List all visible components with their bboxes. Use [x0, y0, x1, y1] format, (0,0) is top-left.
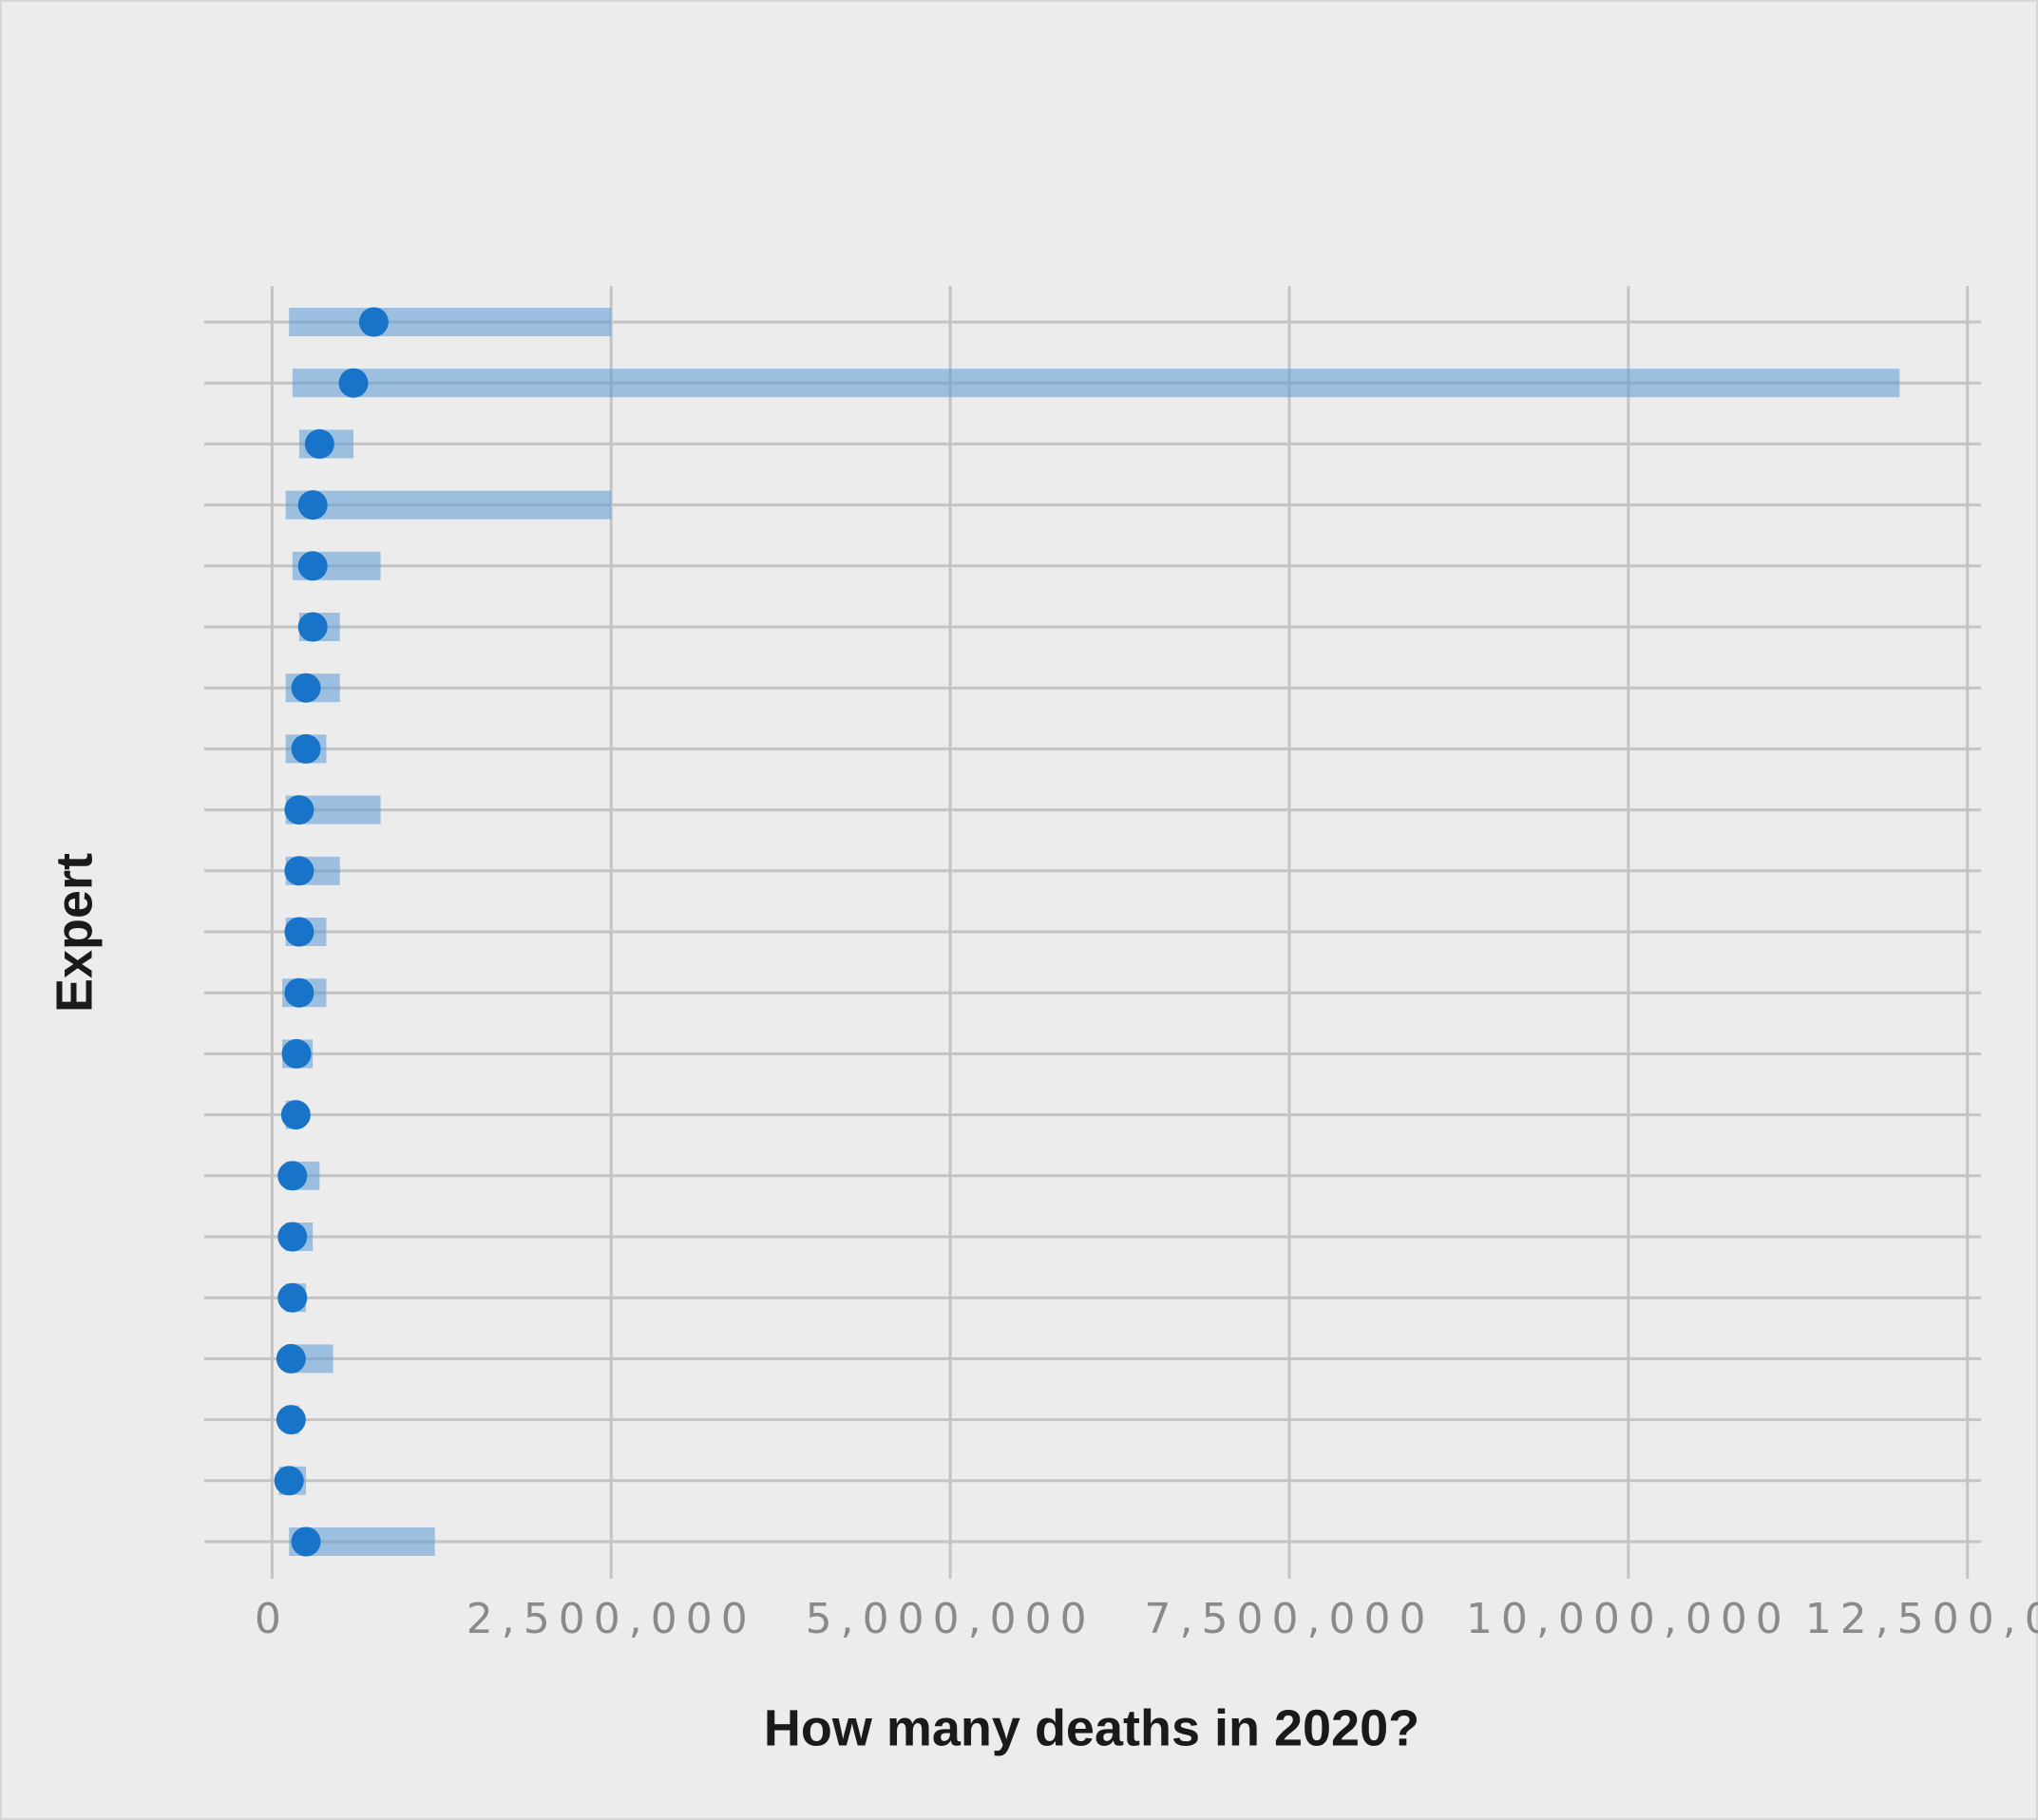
median-dot	[284, 856, 314, 886]
median-dot	[281, 1038, 312, 1069]
range-bar	[285, 490, 612, 520]
x-tick-label: 12,500,000	[1805, 1595, 2038, 1643]
median-dot	[284, 917, 314, 947]
median-dot	[274, 1466, 304, 1496]
median-dot	[291, 673, 321, 703]
median-dot	[304, 428, 334, 459]
median-dot	[277, 1282, 308, 1313]
median-dot	[291, 1526, 321, 1557]
median-dot	[276, 1405, 306, 1435]
x-tick-label: 0	[255, 1595, 290, 1643]
median-dot	[284, 977, 314, 1008]
y-axis-title: Expert	[46, 853, 103, 1013]
x-tick-label: 10,000,000	[1466, 1595, 1791, 1643]
x-tick-label: 2,500,000	[467, 1595, 756, 1643]
range-bar	[289, 308, 612, 336]
median-dot	[338, 368, 369, 398]
x-axis-title: How many deaths in 2020?	[764, 1699, 1419, 1756]
median-dot	[297, 612, 328, 642]
median-dot	[291, 733, 321, 764]
median-dot	[277, 1161, 308, 1191]
range-bar	[292, 369, 1900, 398]
median-dot	[358, 307, 389, 337]
median-dot	[297, 551, 328, 581]
median-dot	[276, 1343, 306, 1374]
median-dot	[277, 1222, 308, 1252]
median-dot	[297, 490, 328, 521]
median-dot	[284, 795, 314, 825]
x-tick-label: 5,000,000	[806, 1595, 1095, 1643]
median-dot	[280, 1100, 311, 1130]
x-tick-label: 7,500,000	[1145, 1595, 1435, 1643]
